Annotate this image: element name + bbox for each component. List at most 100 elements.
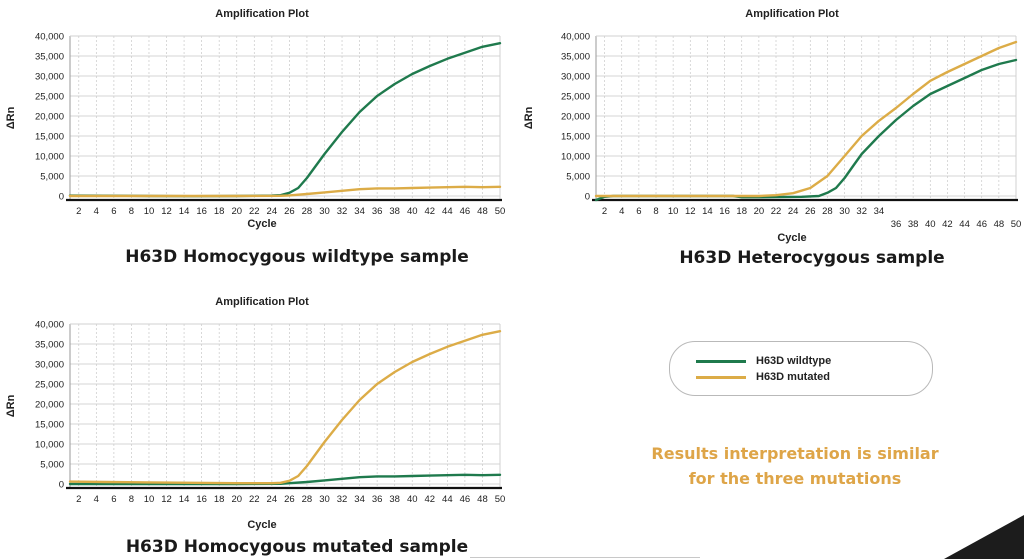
x-tick-label: 18 [736, 206, 747, 217]
x-tick-label: 22 [249, 494, 260, 505]
y-tick-label: 25,000 [35, 380, 64, 391]
legend-item-mutated: H63D mutated [696, 370, 830, 384]
x-tick-label: 10 [144, 206, 155, 217]
x-tick-label: 20 [231, 206, 242, 217]
x-tick-label: 48 [994, 219, 1005, 230]
x-tick-label: 24 [788, 206, 799, 217]
y-tick-label: 0 [585, 192, 590, 203]
x-tick-label: 4 [94, 206, 99, 217]
y-tick-label: 25,000 [35, 92, 64, 103]
y-tick-label: 20,000 [561, 112, 590, 123]
x-tick-label: 50 [495, 494, 506, 505]
y-tick-label: 20,000 [35, 400, 64, 411]
x-tick-label: 48 [477, 206, 488, 217]
x-tick-label: 26 [805, 206, 816, 217]
y-tick-label: 15,000 [35, 132, 64, 143]
chart-title: Amplification Plot [215, 8, 309, 20]
x-tick-label: 6 [111, 494, 116, 505]
series-line-mutated [594, 40, 1018, 198]
x-tick-label: 14 [179, 494, 190, 505]
x-tick-label: 2 [76, 494, 81, 505]
x-tick-label: 44 [442, 206, 453, 217]
y-tick-label: 15,000 [35, 420, 64, 431]
x-tick-label: 40 [407, 206, 418, 217]
x-tick-label: 4 [94, 494, 99, 505]
results-note-line: Results interpretation is similar [651, 444, 939, 463]
y-tick-label: 5,000 [40, 172, 64, 183]
series-line-mutated [68, 185, 502, 198]
y-tick-label: 20,000 [35, 112, 64, 123]
x-tick-label: 44 [959, 219, 970, 230]
x-tick-label: 40 [925, 219, 936, 230]
x-tick-label: 32 [856, 206, 867, 217]
results-note: Results interpretation is similar for th… [640, 441, 950, 491]
x-tick-label: 14 [702, 206, 713, 217]
x-tick-label: 6 [111, 206, 116, 217]
x-tick-label: 48 [477, 494, 488, 505]
x-tick-label: 40 [407, 494, 418, 505]
x-axis-label: Cycle [777, 232, 806, 244]
x-tick-label: 12 [685, 206, 696, 217]
y-tick-label: 10,000 [35, 152, 64, 163]
x-tick-label: 34 [874, 206, 885, 217]
x-tick-label: 8 [653, 206, 658, 217]
series-line-mutated [68, 330, 502, 485]
y-tick-label: 0 [59, 480, 64, 491]
y-tick-label: 40,000 [35, 320, 64, 331]
x-tick-label: 22 [771, 206, 782, 217]
x-tick-label: 24 [267, 206, 278, 217]
x-tick-label: 8 [129, 494, 134, 505]
x-tick-label: 22 [249, 206, 260, 217]
x-tick-label: 30 [319, 494, 330, 505]
y-tick-label: 35,000 [35, 52, 64, 63]
x-tick-label: 12 [161, 206, 172, 217]
x-tick-label: 4 [619, 206, 624, 217]
chart-caption: H63D Heterocygous sample [679, 248, 944, 268]
y-tick-label: 35,000 [35, 340, 64, 351]
x-tick-label: 16 [719, 206, 730, 217]
chart-caption: H63D Homocygous wildtype sample [125, 247, 469, 267]
chart-title: Amplification Plot [745, 8, 839, 20]
x-tick-label: 38 [908, 219, 919, 230]
x-tick-label: 20 [231, 494, 242, 505]
x-tick-label: 20 [754, 206, 765, 217]
x-tick-label: 46 [976, 219, 987, 230]
x-tick-label: 16 [196, 206, 207, 217]
x-tick-label: 42 [425, 494, 436, 505]
y-tick-label: 10,000 [561, 152, 590, 163]
x-tick-label: 10 [144, 494, 155, 505]
x-tick-label: 36 [372, 206, 383, 217]
x-axis-label: Cycle [247, 519, 276, 531]
amplification-plot-mutated: Amplification Plot ΔRn 0 5,000 10,000 15,00… [5, 296, 506, 557]
y-tick-label: 25,000 [561, 92, 590, 103]
x-tick-label: 50 [1011, 219, 1022, 230]
x-tick-label: 38 [389, 206, 400, 217]
x-tick-label: 28 [822, 206, 833, 217]
x-tick-label: 16 [196, 494, 207, 505]
x-tick-label: 2 [76, 206, 81, 217]
x-tick-label: 26 [284, 494, 295, 505]
legend-item-wildtype: H63D wildtype [696, 354, 831, 368]
x-tick-label: 30 [319, 206, 330, 217]
x-tick-label: 34 [354, 206, 365, 217]
x-tick-label: 46 [460, 494, 471, 505]
results-note-line: for the three mutations [688, 469, 902, 488]
x-tick-label: 36 [372, 494, 383, 505]
x-tick-label: 42 [425, 206, 436, 217]
corner-triangle [944, 515, 1024, 559]
y-tick-label: 5,000 [566, 172, 590, 183]
legend-label: H63D mutated [756, 371, 830, 383]
x-tick-label: 32 [337, 494, 348, 505]
x-tick-label: 34 [354, 494, 365, 505]
x-tick-label: 8 [129, 206, 134, 217]
x-tick-label: 36 [891, 219, 902, 230]
y-tick-label: 15,000 [561, 132, 590, 143]
x-tick-label: 2 [602, 206, 607, 217]
x-tick-label: 44 [442, 494, 453, 505]
x-tick-label: 30 [839, 206, 850, 217]
x-tick-label: 14 [179, 206, 190, 217]
x-tick-label: 18 [214, 206, 225, 217]
y-tick-label: 30,000 [35, 72, 64, 83]
x-axis-label: Cycle [247, 218, 276, 230]
y-axis-label: ΔRn [523, 106, 535, 129]
